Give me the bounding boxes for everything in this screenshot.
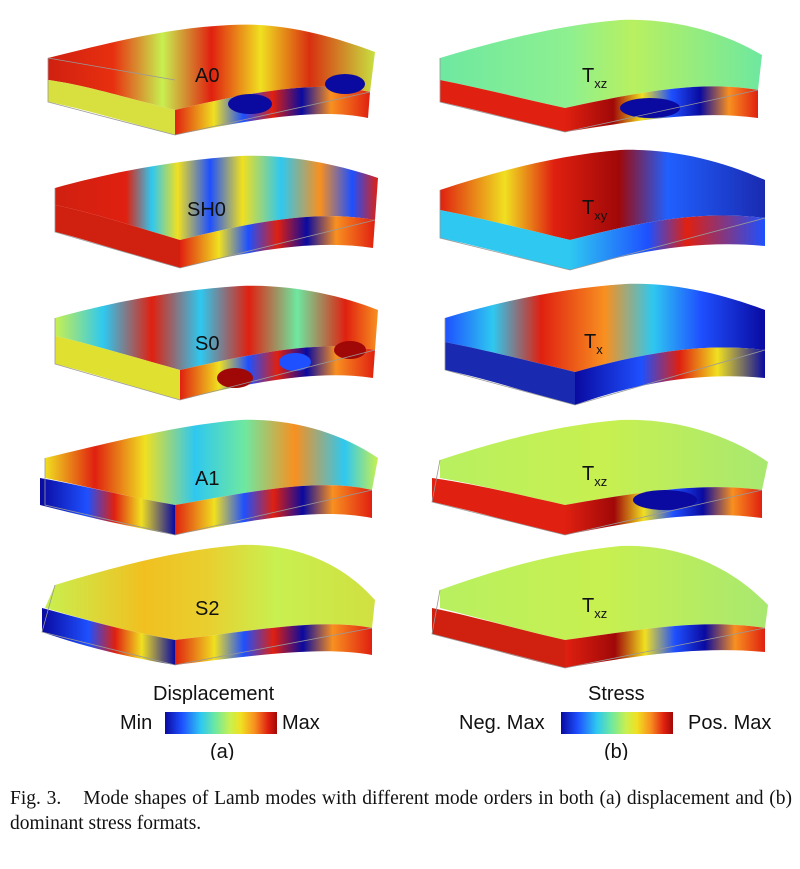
- displacement-colorbar: [165, 712, 277, 734]
- mode-label-s0: S0: [195, 333, 219, 355]
- displacement-legend-title: Displacement: [153, 683, 275, 705]
- panel-label-a: (a): [210, 741, 234, 760]
- mode-label-sh0: SH0: [187, 199, 226, 221]
- plate-s2: [41, 544, 375, 666]
- plate-txz-1: [439, 19, 762, 133]
- plate-txz-2: [431, 419, 768, 536]
- stress-colorbar: [561, 712, 673, 734]
- stress-legend-title: Stress: [588, 683, 645, 705]
- stress-legend-min: Neg. Max: [459, 712, 545, 734]
- figure-caption: Fig. 3. Mode shapes of Lamb modes with di…: [10, 786, 792, 836]
- stress-label-1: Txz: [582, 65, 607, 91]
- caption-text: Mode shapes of Lamb modes with different…: [10, 788, 793, 834]
- mode-label-a0: A0: [195, 65, 219, 87]
- panel-label-b: (b): [604, 741, 628, 760]
- plate-txz-3: [431, 545, 768, 669]
- plate-tx: [444, 283, 766, 406]
- plate-a1: [40, 419, 378, 536]
- displacement-legend-min: Min: [120, 712, 152, 734]
- stress-label-2: Txy: [582, 197, 608, 223]
- displacement-legend-max: Max: [282, 712, 320, 734]
- mode-label-a1: A1: [195, 468, 219, 490]
- plate-txy: [439, 149, 766, 271]
- mode-label-s2: S2: [195, 598, 219, 620]
- plate-a0: [47, 24, 375, 136]
- mode-shape-figure: A0 SH0 S0 A1 S2 Txz Txy Tx Txz Txz: [40, 19, 771, 760]
- plate-s0: [54, 285, 378, 401]
- stress-label-5: Txz: [582, 595, 607, 621]
- stress-label-4: Txz: [582, 463, 607, 489]
- figure-number: Fig. 3.: [10, 788, 62, 809]
- stress-legend-max: Pos. Max: [688, 712, 771, 734]
- stress-label-3: Tx: [584, 331, 603, 357]
- plate-sh0: [54, 155, 378, 269]
